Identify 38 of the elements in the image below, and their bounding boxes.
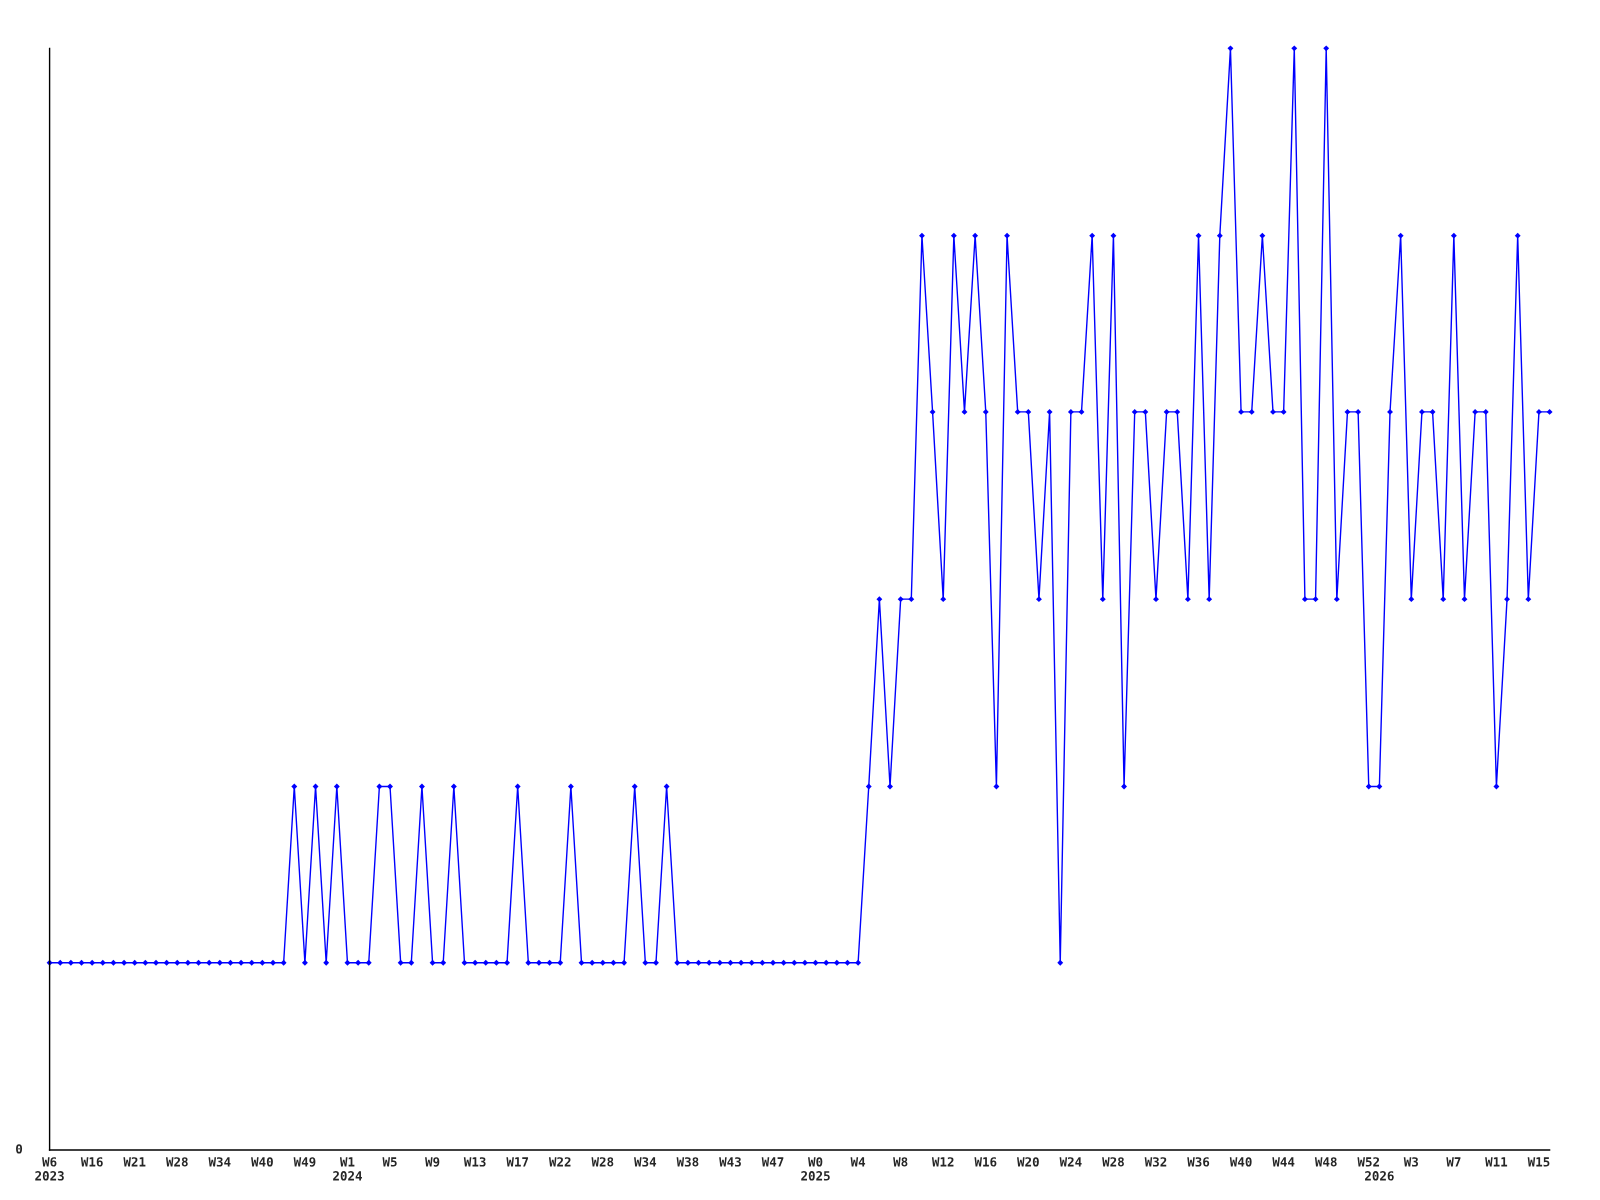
x-tick-label: W17	[506, 1157, 529, 1167]
x-tick-label: W1 2024	[333, 1157, 362, 1181]
x-tick-label: W11	[1485, 1157, 1508, 1167]
x-tick-label: W40	[251, 1157, 273, 1167]
x-tick-label: W7	[1446, 1157, 1461, 1167]
x-tick-label: W6 2023	[35, 1157, 64, 1181]
x-tick-label: W47	[761, 1157, 784, 1167]
text: 0	[16, 1144, 23, 1154]
x-tick-label: W28	[165, 1157, 188, 1167]
x-tick-label: W21	[123, 1157, 146, 1167]
x-tick-label: W48	[1314, 1157, 1337, 1167]
x-tick-label: W13	[463, 1157, 486, 1167]
x-tick-label: W38	[676, 1157, 699, 1167]
x-tick-label: W28	[1102, 1157, 1124, 1167]
x-tick-label: W36	[1187, 1157, 1210, 1167]
x-tick-label: W16	[974, 1157, 997, 1167]
x-tick-label: W20	[1017, 1157, 1039, 1167]
x-tick-label: W3	[1403, 1157, 1419, 1167]
x-tick-label: W43	[719, 1157, 741, 1167]
x-tick-label: 2026	[1365, 1171, 1394, 1181]
x-tick-label: W34	[208, 1157, 231, 1167]
x-tick-label: W15	[1527, 1157, 1550, 1167]
x-tick-label: W49	[293, 1157, 316, 1167]
x-tick-label: W9	[425, 1157, 440, 1167]
x-tick-label: W8	[893, 1157, 908, 1167]
x-tick-label: W40	[1229, 1157, 1252, 1167]
x-tick-label: W28	[591, 1157, 614, 1167]
x-tick-label: W24	[1059, 1157, 1082, 1167]
x-tick-label: W4	[850, 1157, 866, 1167]
x-tick-label: W34	[634, 1157, 657, 1167]
x-tick-label: W32	[1144, 1157, 1167, 1167]
x-tick-label: W5	[382, 1157, 397, 1167]
x-tick-label: W22	[548, 1157, 571, 1167]
x-tick-label: W0 2025	[801, 1157, 830, 1181]
x-tick-label: W16	[80, 1157, 103, 1167]
x-tick-label: W44	[1272, 1157, 1295, 1167]
x-tick-label: W52	[1357, 1157, 1379, 1167]
x-tick-label: W12	[931, 1157, 954, 1167]
